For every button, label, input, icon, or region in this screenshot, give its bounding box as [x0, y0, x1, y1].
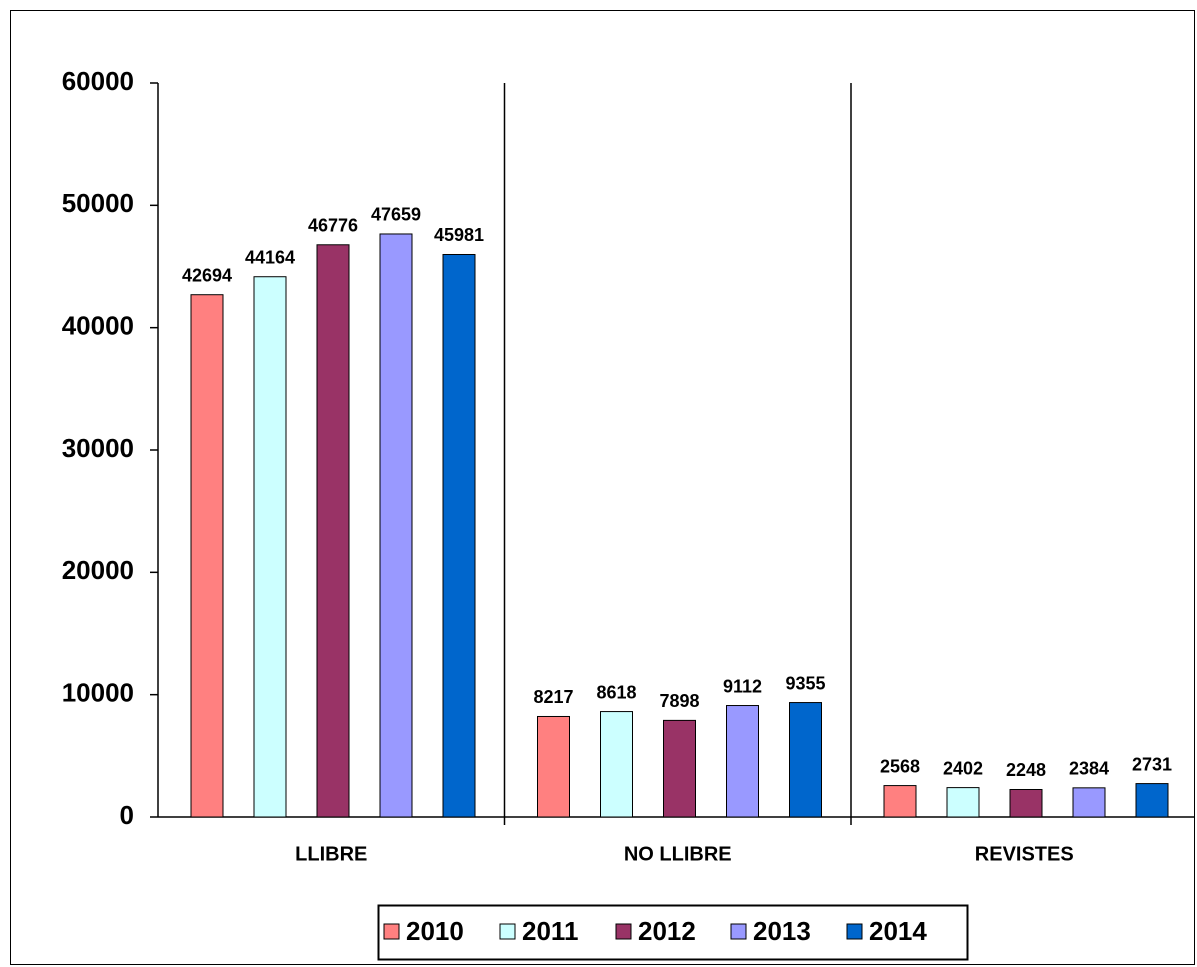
data-label: 47659 [371, 205, 421, 225]
bar [1072, 787, 1106, 818]
legend-swatch [615, 923, 632, 940]
y-tick-label: 50000 [62, 188, 134, 218]
x-tick-label: LLIBRE [295, 843, 367, 865]
bar [442, 253, 476, 818]
y-tick-label: 30000 [62, 433, 134, 463]
bar [789, 702, 822, 818]
legend-swatch [846, 923, 863, 940]
bar [1135, 783, 1169, 818]
legend-swatch [499, 923, 516, 940]
bar [253, 276, 287, 818]
data-label: 2248 [1006, 760, 1046, 780]
bar [316, 244, 350, 818]
bar [379, 233, 413, 818]
bar [600, 711, 633, 818]
bar [537, 715, 570, 818]
legend-label: 2014 [869, 916, 927, 946]
data-label: 46776 [308, 216, 358, 236]
x-tick-label: NO LLIBRE [624, 843, 732, 865]
bar [883, 785, 917, 818]
legend-label: 2012 [638, 916, 696, 946]
legend-label: 2011 [522, 916, 578, 946]
legend-swatch [730, 923, 747, 940]
y-tick-label: 40000 [62, 311, 134, 341]
x-tick-label: REVISTES [975, 843, 1074, 865]
data-label: 8618 [596, 682, 636, 702]
data-label: 45981 [434, 225, 484, 245]
y-tick-label: 0 [120, 800, 134, 830]
y-tick-label: 10000 [62, 678, 134, 708]
legend: 2010 2011 2012 2013 2014 [377, 904, 969, 961]
legend-swatch [383, 923, 400, 940]
data-label: 2402 [943, 758, 983, 778]
data-label: 42694 [182, 265, 232, 285]
data-label: 2731 [1132, 754, 1172, 774]
bar [190, 294, 224, 818]
data-label: 9355 [785, 673, 825, 693]
bar [1009, 788, 1043, 818]
legend-label: 2013 [753, 916, 811, 946]
chart-border [10, 10, 1195, 965]
bar [726, 705, 759, 818]
bar [946, 787, 980, 818]
data-label: 7898 [659, 691, 699, 711]
data-label: 2384 [1069, 759, 1109, 779]
data-label: 9112 [723, 676, 762, 696]
data-label: 2568 [880, 756, 920, 776]
legend-box [377, 904, 969, 961]
data-label: 8217 [533, 687, 573, 707]
y-tick-label: 60000 [62, 66, 134, 96]
y-tick-label: 20000 [62, 555, 134, 585]
legend-label: 2010 [406, 916, 464, 946]
data-label: 44164 [245, 247, 295, 267]
bar [663, 719, 696, 818]
